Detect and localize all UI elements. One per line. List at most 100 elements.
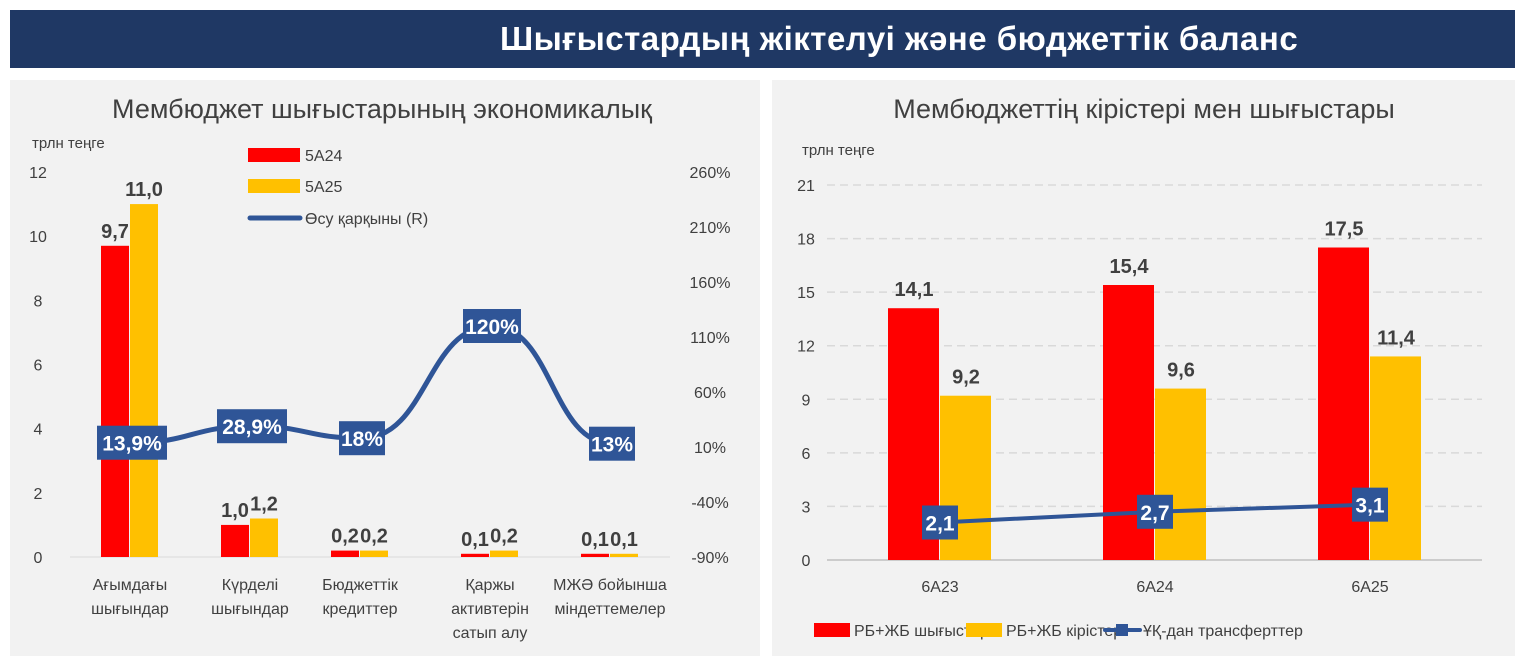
chart-title: Мембюджеттің кірістері мен шығыстары bbox=[893, 94, 1395, 124]
revenue-expenditure-chart: Мембюджеттің кірістері мен шығыстары трлн… bbox=[797, 94, 1482, 640]
y-tick-label: 18 bbox=[797, 232, 815, 249]
legend-label: ҰҚ-дан трансферттер bbox=[1143, 623, 1303, 640]
y-tick-label: 12 bbox=[29, 165, 47, 182]
y-tick-label: 6 bbox=[802, 446, 811, 463]
line-data-label: 13,9% bbox=[102, 433, 162, 456]
bar-5A24 bbox=[461, 553, 489, 557]
header-banner: Шығыстардың жіктелуі және бюджеттік бала… bbox=[10, 10, 1515, 68]
line-marker bbox=[1137, 494, 1173, 529]
y-tick-label: 9 bbox=[802, 392, 811, 409]
legend-label: РБ+ЖБ кірістері bbox=[1006, 623, 1126, 640]
y-tick-label: 8 bbox=[34, 293, 43, 310]
legend-label: 5A24 bbox=[305, 148, 342, 165]
data-label: 9,2 bbox=[952, 367, 980, 389]
x-tick-label: активтерін bbox=[451, 601, 529, 618]
bar-РБ+ЖБ кірістері bbox=[1155, 388, 1206, 560]
data-label: 9,7 bbox=[101, 221, 129, 243]
bar-5A25 bbox=[250, 518, 278, 557]
y2-tick-label: 10% bbox=[694, 440, 726, 457]
y2-tick-label: 210% bbox=[690, 220, 731, 237]
data-label: 17,5 bbox=[1325, 219, 1364, 241]
line-label-box bbox=[339, 421, 385, 456]
x-tick-label: Ағымдағы bbox=[93, 577, 168, 594]
line-data-label: 3,1 bbox=[1355, 495, 1385, 518]
legend-label: 5A25 bbox=[305, 179, 342, 196]
data-label: 11,4 bbox=[1377, 327, 1416, 349]
data-label: 15,4 bbox=[1110, 256, 1150, 278]
y2-tick-label: 160% bbox=[690, 275, 731, 292]
x-tick-label: 6A25 bbox=[1351, 579, 1388, 596]
y-axis-unit: трлн теңге bbox=[32, 135, 105, 152]
bar-5A24 bbox=[101, 245, 129, 557]
data-label: 0,2 bbox=[331, 526, 359, 548]
y2-tick-label: 110% bbox=[690, 330, 730, 347]
data-label: 14,1 bbox=[895, 279, 934, 301]
line-data-label: 18% bbox=[341, 428, 383, 451]
y-tick-label: 21 bbox=[797, 178, 815, 195]
data-label: 9,6 bbox=[1167, 360, 1195, 382]
y2-tick-label: -90% bbox=[691, 550, 728, 567]
x-tick-label: Күрделі bbox=[222, 577, 278, 594]
line-data-label: 2,1 bbox=[925, 513, 955, 536]
line-data-label: 28,9% bbox=[222, 416, 282, 439]
data-label: 0,1 bbox=[581, 529, 609, 551]
line-label-box bbox=[217, 409, 287, 444]
data-label: 11,0 bbox=[125, 179, 163, 201]
bar-5A25 bbox=[130, 204, 158, 557]
y2-tick-label: 60% bbox=[694, 385, 726, 402]
bar-РБ+ЖБ кірістері bbox=[1370, 356, 1421, 560]
line-marker bbox=[1352, 487, 1388, 522]
left-chart-panel: Мембюджет шығыстарының экономикалық трлн … bbox=[10, 80, 760, 656]
bar-5A24 bbox=[331, 550, 359, 557]
line-label-box bbox=[463, 309, 521, 343]
x-tick-label: міндеттемелер bbox=[555, 601, 666, 618]
y2-tick-label: -40% bbox=[691, 495, 728, 512]
bar-5A25 bbox=[360, 550, 388, 557]
y-tick-label: 0 bbox=[802, 553, 811, 570]
bar-5A25 bbox=[610, 553, 638, 557]
x-tick-label: МЖӘ бойынша bbox=[553, 577, 667, 594]
x-tick-label: сатып алу bbox=[453, 625, 528, 642]
bar-5A24 bbox=[581, 553, 609, 557]
right-chart-panel: Мембюджеттің кірістері мен шығыстары трлн… bbox=[772, 80, 1515, 656]
line-label-box bbox=[97, 425, 167, 460]
x-tick-label: Бюджеттік bbox=[322, 577, 399, 594]
y-tick-label: 10 bbox=[29, 229, 47, 246]
line-label-box bbox=[589, 426, 635, 461]
data-label: 1,0 bbox=[221, 500, 249, 522]
chart-title: Мембюджет шығыстарының экономикалық bbox=[112, 94, 652, 124]
x-tick-label: шығындар bbox=[211, 601, 289, 618]
y-tick-label: 4 bbox=[34, 422, 43, 439]
legend-label: РБ+ЖБ шығыстары bbox=[854, 623, 1000, 640]
y-tick-label: 2 bbox=[34, 486, 43, 503]
data-label: 0,2 bbox=[360, 526, 388, 548]
data-label: 0,1 bbox=[610, 529, 638, 551]
line-data-label: 13% bbox=[591, 434, 633, 457]
legend-swatch bbox=[248, 179, 300, 193]
x-tick-label: шығындар bbox=[91, 601, 169, 618]
y-tick-label: 6 bbox=[34, 358, 43, 375]
page-title: Шығыстардың жіктелуі және бюджеттік бала… bbox=[500, 20, 1299, 57]
x-tick-label: 6A23 bbox=[921, 579, 958, 596]
x-tick-label: Қаржы bbox=[465, 577, 514, 594]
data-label: 0,2 bbox=[490, 526, 518, 548]
x-tick-label: 6A24 bbox=[1136, 579, 1173, 596]
legend-label: Өсу қарқыны (R) bbox=[305, 211, 428, 228]
bar-5A25 bbox=[490, 550, 518, 557]
data-label: 1,2 bbox=[250, 494, 278, 516]
data-label: 0,1 bbox=[461, 529, 489, 551]
legend-swatch bbox=[248, 148, 300, 162]
y-tick-label: 12 bbox=[797, 339, 815, 356]
expenditure-chart: Мембюджет шығыстарының экономикалық трлн … bbox=[29, 94, 731, 642]
y-tick-label: 0 bbox=[34, 550, 43, 567]
line-data-label: 120% bbox=[465, 316, 519, 339]
line-marker bbox=[922, 505, 958, 540]
x-tick-label: кредиттер bbox=[323, 601, 398, 618]
y2-tick-label: 260% bbox=[690, 165, 731, 182]
legend-marker bbox=[1116, 624, 1128, 636]
y-tick-label: 15 bbox=[797, 285, 815, 302]
y-axis-unit: трлн теңге bbox=[802, 142, 875, 159]
line-data-label: 2,7 bbox=[1140, 502, 1169, 525]
legend-swatch bbox=[814, 623, 850, 637]
y-tick-label: 3 bbox=[802, 499, 811, 516]
